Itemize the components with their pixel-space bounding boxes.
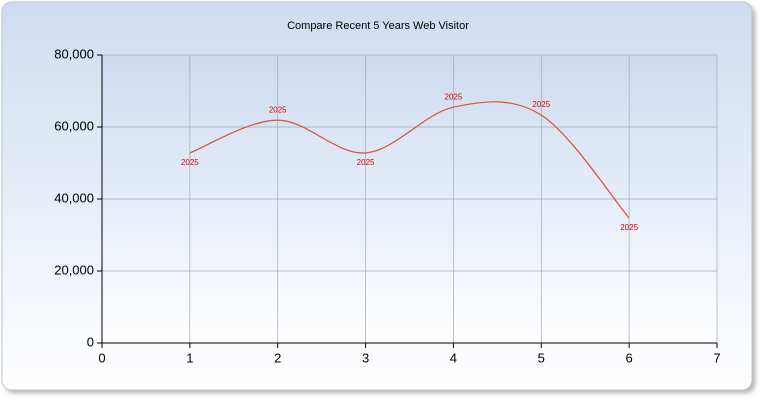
data-label: 2025 — [532, 100, 550, 109]
data-label: 2025 — [445, 92, 463, 101]
y-tick-label: 20,000 — [54, 262, 94, 277]
data-label: 2025 — [269, 105, 287, 114]
y-tick-label: 40,000 — [54, 190, 94, 205]
y-tick-label: 60,000 — [54, 118, 94, 133]
x-tick-label: 4 — [450, 350, 457, 365]
chart-title: Compare Recent 5 Years Web Visitor — [287, 20, 469, 32]
y-tick-label: 0 — [87, 334, 94, 349]
x-tick-label: 5 — [538, 350, 545, 365]
data-label: 2025 — [357, 158, 375, 167]
line — [189, 101, 630, 219]
x-tick-label: 7 — [713, 350, 720, 365]
x-tick-label: 2 — [274, 350, 281, 365]
x-tick-label: 3 — [362, 350, 369, 365]
data-label: 2025 — [620, 223, 638, 232]
x-tick-label: 0 — [98, 350, 105, 365]
x-tick-label: 6 — [626, 350, 633, 365]
y-tick-label: 80,000 — [54, 46, 94, 61]
data-label: 2025 — [181, 158, 199, 167]
x-tick-label: 1 — [186, 350, 193, 365]
